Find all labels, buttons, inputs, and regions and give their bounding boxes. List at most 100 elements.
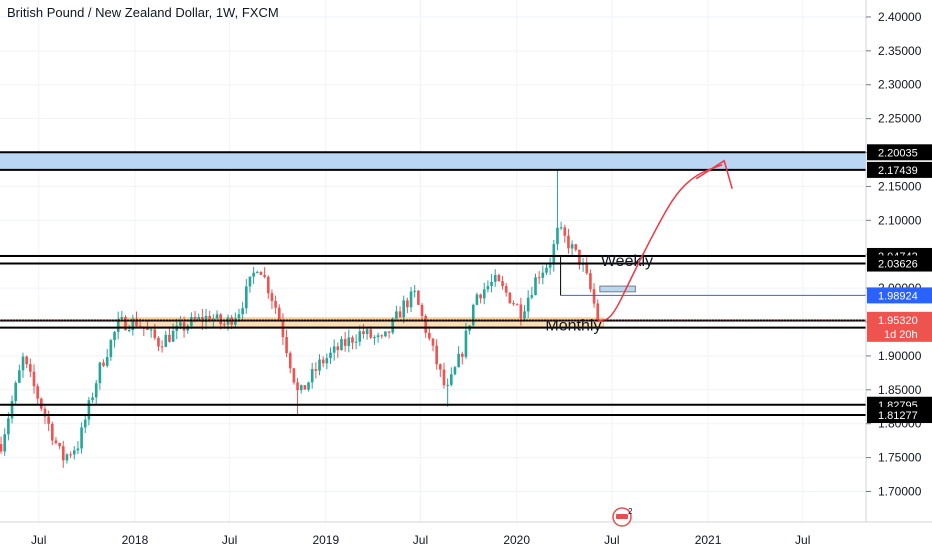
candle-up [252, 272, 255, 277]
projection-curve [598, 164, 723, 322]
candle-down [36, 386, 39, 399]
supply-zone [0, 152, 866, 170]
candle-up [545, 267, 548, 273]
level-price-label: 2.03626 [878, 259, 918, 271]
candle-up [449, 374, 453, 385]
projection-arrow-head [695, 159, 733, 189]
x-tick-label: Jul [795, 533, 810, 547]
candle-down [369, 329, 373, 338]
candle-up [237, 314, 241, 319]
candle-down [387, 331, 391, 333]
candle-up [541, 272, 545, 278]
candle-up [329, 352, 332, 359]
candle-down [428, 332, 431, 339]
candle-down [435, 345, 438, 365]
candle-down [431, 338, 435, 346]
x-tick-label: Jul [604, 533, 619, 547]
candle-down [398, 311, 402, 318]
candle-up [255, 271, 259, 273]
candle-up [94, 383, 98, 398]
candle-up [120, 317, 124, 319]
candle-up [3, 434, 7, 452]
candle-up [105, 357, 109, 366]
candle-down [263, 274, 266, 277]
candle-down [50, 423, 54, 441]
candle-down [380, 335, 384, 337]
candle-down [160, 346, 164, 348]
candle-down [266, 276, 270, 294]
x-tick-label: 2019 [312, 533, 339, 547]
time-axis[interactable]: Jul 2018 Jul 2019 Jul 2020 Jul 2021 Jul [31, 533, 810, 547]
candle-up [91, 397, 94, 401]
annotation-text: Weekly [601, 253, 653, 270]
candle-up [493, 274, 497, 282]
level-price-label: 1.81277 [878, 410, 918, 422]
candle-up [384, 331, 387, 337]
candle-up [376, 335, 380, 338]
candle-up [482, 289, 486, 299]
blue-price-tag [867, 287, 932, 304]
y-tick-label: 2.10000 [878, 213, 922, 227]
candle-up [325, 358, 329, 364]
candle-up [453, 367, 457, 375]
candle-down [168, 334, 171, 342]
candle-up [80, 427, 83, 449]
candle-up [179, 322, 182, 326]
horizontal-levels[interactable] [0, 151, 866, 417]
tradingview-logo-icon[interactable]: 2 [612, 507, 633, 527]
price-tags: 2.200352.174392.047422.036261.952201.941… [867, 144, 932, 424]
candle-up [83, 419, 87, 428]
candle-up [457, 353, 460, 368]
y-tick-label: 2.15000 [878, 179, 922, 193]
candle-down [259, 271, 263, 275]
svg-text:2: 2 [628, 507, 633, 516]
candle-up [310, 369, 314, 383]
candle-down [270, 293, 274, 301]
candle-up [197, 316, 201, 320]
candle-up [552, 244, 556, 265]
candle-down [501, 281, 504, 287]
candle-up [244, 286, 248, 309]
candle-up [204, 315, 208, 322]
y-tick-label: 2.35000 [878, 44, 922, 58]
candle-down [285, 337, 288, 354]
candle-up [171, 330, 175, 342]
candle-down [585, 262, 589, 274]
candle-down [288, 353, 292, 369]
candle-up [413, 290, 417, 292]
candle-down [208, 315, 212, 322]
candle-down [201, 316, 204, 322]
candle-up [402, 300, 406, 318]
candle-down [29, 364, 32, 372]
candle-up [475, 294, 479, 305]
x-tick-label: 2020 [503, 533, 530, 547]
candle-up [131, 318, 135, 331]
level-price-tag [867, 255, 932, 272]
y-tick-label: 2.30000 [878, 78, 922, 92]
candle-down [497, 274, 501, 282]
candle-up [534, 277, 537, 296]
candle-up [248, 276, 252, 287]
candle-down [193, 316, 197, 320]
y-tick-label: 2.40000 [878, 10, 922, 24]
candle-up [347, 337, 351, 346]
candle-down [182, 322, 186, 331]
level-price-tag [867, 161, 932, 178]
candle-up [486, 286, 490, 290]
candle-down [512, 303, 515, 305]
candle-down [336, 346, 340, 351]
candle-up [113, 331, 116, 341]
candle-down [223, 324, 226, 326]
candle-down [135, 318, 138, 326]
countdown-label: 1d 20h [884, 329, 918, 341]
level-price-tag [867, 144, 932, 161]
x-tick-label: 2021 [695, 533, 722, 547]
candle-up [559, 227, 563, 229]
candle-down [153, 329, 157, 338]
x-tick-label: Jul [413, 533, 428, 547]
y-tick-label: 1.85000 [878, 383, 922, 397]
candle-down [39, 398, 43, 409]
candle-up [490, 281, 493, 287]
candle-up [116, 318, 120, 332]
